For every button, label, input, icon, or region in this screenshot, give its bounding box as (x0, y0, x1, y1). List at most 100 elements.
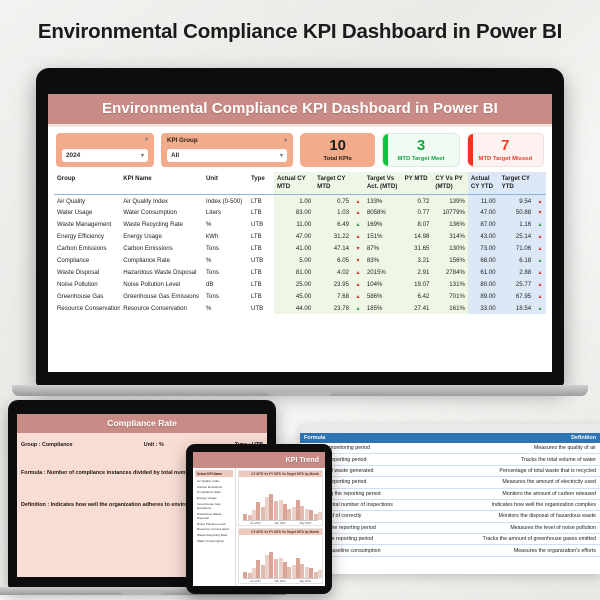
kpi-trend-sidebar-item[interactable]: Energy Usage (197, 496, 217, 501)
kpi-trend-sidebar-item[interactable]: Carbon Emissions (197, 484, 223, 489)
kpi-trend-body: Select KPI Name Air Quality Index Carbon … (193, 468, 325, 586)
cell-target-vs-act-mtd: 133% (363, 194, 402, 208)
cell-ytd-indicator: ▲ (534, 302, 546, 315)
cell-actual-cy-mtd: 47.00 (273, 230, 315, 243)
table-row[interactable]: Water Usage Water Consumption Liters LTB 83.… (54, 207, 546, 220)
table-row[interactable]: Waste Disposal Hazardous Waste Disposal To… (54, 266, 546, 279)
col-kpi-name[interactable]: KPI Name (120, 172, 204, 196)
bar (295, 499, 300, 520)
cell-target-vs-act-mtd: 169% (363, 219, 402, 231)
cell-target-cy-mtd: 7.68 (314, 290, 353, 303)
col-mtd-indicator (352, 172, 364, 196)
cell-ytd-indicator: ▲ (534, 194, 546, 208)
cell-cy-vs-py-mtd: 130% (432, 242, 468, 255)
slicer-year-label: ▾ (62, 137, 148, 143)
card-mtd-target-meet-label: MTD Target Meet (397, 155, 445, 162)
cell-target-vs-act-mtd: 87% (363, 242, 402, 255)
cell-kpi-name: Greenhouse Gas Emissions (123, 292, 200, 300)
definitions-row: ...n for the reporting period Measures th… (300, 477, 600, 489)
definitions-panel: Formula Definition ...over the monitorin… (300, 424, 600, 574)
cell-target-vs-act-mtd: 185% (363, 302, 402, 315)
cell-py-mtd: 14.98 (401, 230, 433, 243)
kpi-table: Group KPI Name Unit Type Actual CY MTD T… (54, 172, 546, 315)
table-row[interactable]: Energy Efficiency Energy Usage kWh LTB 47.00… (54, 230, 546, 243)
col-group[interactable]: Group (54, 172, 121, 196)
card-mtd-target-missed-value: 7 (501, 137, 510, 155)
table-row[interactable]: Greenhouse Gas Greenhouse Gas Emissions To… (54, 290, 546, 303)
table-row[interactable]: Noise Pollution Noise Pollution Level dB LT… (54, 278, 546, 291)
table-row[interactable]: Resource Conservation Resource Conservati… (54, 302, 546, 315)
definitions-row: ...sed during the reporting period Monito… (300, 489, 600, 500)
table-row[interactable]: Air Quality Air Quality Index Index (0-500… (54, 194, 546, 208)
slicer-kpi-group-value-box[interactable]: All ▾ (167, 149, 287, 162)
definitions-definition-cell: Measures the level of noise pollution (510, 524, 596, 531)
table-row[interactable]: Waste Management Waste Recycling Rate% UTB… (54, 219, 546, 231)
kpi-trend-sidebar-item[interactable]: Water Consumption (197, 538, 225, 543)
col-cy-vs-py-mtd[interactable]: CY Vs PY (MTD) (432, 172, 468, 196)
cell-group: Water Usage (57, 209, 93, 217)
definitions-row: ...ed by total waste generated Percentage… (300, 466, 600, 478)
kpi-trend-sidebar-item[interactable]: Hazardous Waste Disposal (197, 511, 222, 520)
cell-kpi-name: Water Consumption (123, 209, 177, 217)
cell-type: LTB (250, 280, 262, 288)
col-target-cy-ytd[interactable]: Target CY YTD (498, 172, 535, 196)
kpi-trend-sidebar-item[interactable]: Waste Recycling Rate (197, 533, 228, 538)
cell-group: Carbon Emissions (57, 245, 107, 253)
col-target-vs-act-mtd[interactable]: Target Vs Act. (MTD) (363, 172, 402, 196)
col-py-mtd[interactable]: PY MTD (401, 172, 433, 196)
kpi-trend-sidebar[interactable]: Select KPI Name Air Quality Index Carbon … (193, 468, 236, 586)
kpi-trend-chart-2-header: CY MTD Vs PY MTD Vs Target MTD by Month (239, 529, 322, 535)
slicer-year-value-box[interactable]: 2024 ▾ (62, 149, 148, 162)
triangle-up-icon: ▲ (355, 269, 361, 276)
kpi-trend-chart-1[interactable]: CY MTD Vs PY MTD Vs Target MTD by Month … (238, 470, 323, 526)
cell-target-vs-act-mtd: 104% (363, 278, 402, 291)
kpi-trend-sidebar-item[interactable]: Noise Pollution Level (197, 521, 226, 526)
kpi-trend-chart-2[interactable]: CY MTD Vs PY MTD Vs Target MTD by Month … (238, 528, 323, 584)
page-title: Environmental Compliance KPI Dashboard i… (37, 20, 563, 43)
cell-target-cy-ytd: 71.06 (498, 242, 535, 255)
definitions-definition-cell: Indicates how well the organization comp… (491, 502, 596, 509)
col-target-cy-mtd[interactable]: Target CY MTD (314, 172, 353, 196)
table-row[interactable]: Carbon Emissions Carbon Emissions Tons LTB 4… (54, 242, 546, 255)
filter-bar: ▾ 2024 ▾ KPI Group ▾ All ▾ (48, 127, 552, 172)
card-mtd-target-meet[interactable]: 3 MTD Target Meet (382, 133, 460, 167)
card-total-kpis[interactable]: 10 Total KPIs (300, 133, 376, 167)
cell-type: LTB (250, 209, 262, 217)
definitions-col-definition: Definition (571, 435, 596, 441)
definitions-definition-cell: Monitors the disposal of hazardous waste (498, 513, 596, 520)
bar-group (308, 568, 323, 578)
card-mtd-target-missed[interactable]: 7 MTD Target Missed (466, 133, 544, 167)
slicer-year[interactable]: ▾ 2024 ▾ (56, 133, 154, 167)
cell-cy-vs-py-mtd: 2784% (432, 266, 468, 279)
cell-kpi-name: Resource Conservation (123, 304, 187, 312)
definitions-row: ...pared to baseline consumption Measures… (300, 545, 600, 557)
table-row[interactable]: Compliance Compliance Rate% UTB 5.00 6.05 ▼ 83… (54, 254, 546, 267)
cell-type: LTB (250, 245, 262, 253)
bar (308, 510, 313, 520)
slicer-kpi-group[interactable]: KPI Group ▾ All ▾ (161, 133, 293, 167)
col-unit[interactable]: Unit (203, 172, 248, 196)
cell-kpi-name: Hazardous Waste Disposal (123, 268, 197, 276)
tablet-device: KPI Trend Select KPI Name Air Quality In… (186, 444, 332, 594)
col-actual-cy-mtd[interactable]: Actual CY MTD (273, 172, 315, 196)
bar-group (269, 552, 283, 578)
col-actual-cy-ytd[interactable]: Actual CY YTD (467, 172, 499, 196)
cell-target-cy-mtd: 4.02 (314, 266, 353, 279)
cell-actual-cy-ytd: 68.00 (467, 254, 499, 267)
kpi-trend-sidebar-item[interactable]: Compliance Rate (197, 490, 221, 495)
cell-type: UTB (250, 257, 264, 265)
definitions-row: ...ls during the reporting period Measure… (300, 523, 600, 534)
bar (273, 559, 278, 578)
kpi-table-body: Air Quality Air Quality Index Index (0-500… (54, 194, 546, 315)
bar-group (282, 562, 296, 578)
kpi-trend-sidebar-item[interactable]: Greenhouse Gas Emissions (197, 502, 221, 511)
triangle-up-icon: ▲ (355, 210, 361, 217)
cell-mtd-indicator: ▲ (352, 230, 364, 243)
cell-unit: % (206, 257, 212, 265)
kpi-trend-sidebar-item[interactable]: Air Quality Index (197, 478, 220, 483)
compliance-definition: Definition : Indicates how well the orga… (21, 502, 252, 508)
col-type[interactable]: Type (247, 172, 274, 196)
kpi-trend-sidebar-item[interactable]: Resource Conservation (197, 527, 230, 532)
cell-actual-cy-ytd: 61.00 (467, 266, 499, 279)
definitions-header-row: Formula Definition (300, 433, 600, 443)
